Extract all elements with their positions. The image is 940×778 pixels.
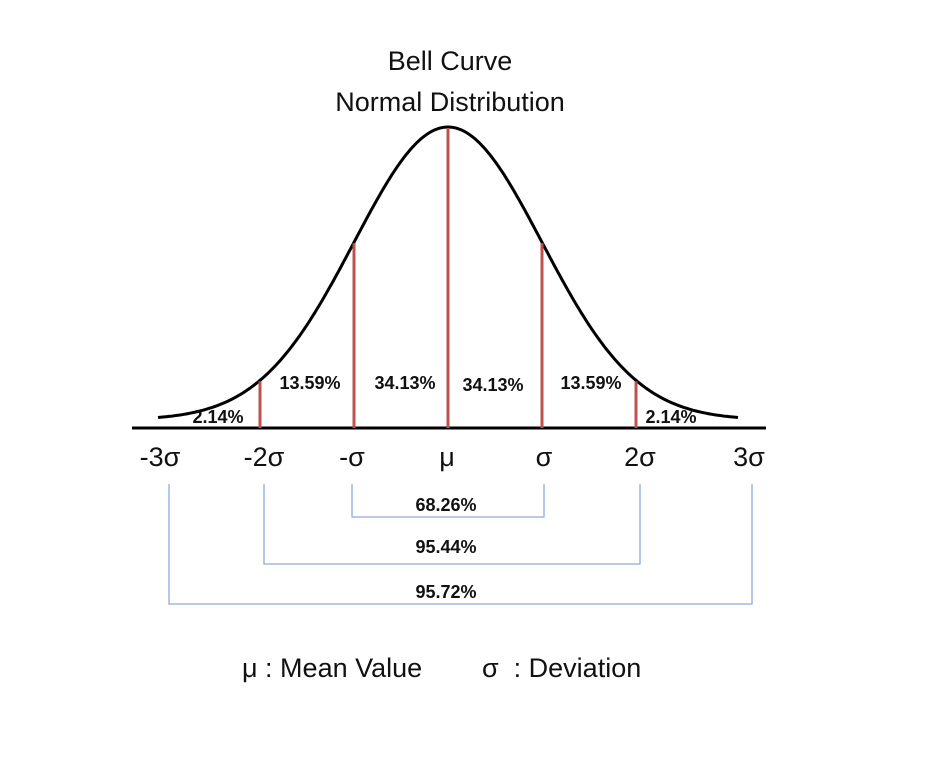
range-label-2-sigma: 95.44%	[415, 537, 476, 557]
tick-label-minus-3-sigma: -3σ	[140, 442, 181, 472]
range-bracket-2-sigma	[263, 484, 641, 565]
region-label-right-tail: 2.14%	[645, 407, 696, 427]
range-brackets-group	[168, 484, 753, 605]
range-bracket-3-sigma	[168, 484, 753, 605]
legend-mean-text: μ : Mean Value	[242, 653, 422, 683]
range-label-1-sigma: 68.26%	[415, 495, 476, 515]
legend-deviation-text: σ : Deviation	[482, 653, 641, 683]
region-label-left-inner: 34.13%	[374, 373, 435, 393]
range-bracket-1-sigma	[351, 484, 545, 518]
region-label-right-outer: 13.59%	[560, 373, 621, 393]
tick-label-plus-3-sigma: 3σ	[733, 442, 765, 472]
range-label-3-sigma: 95.72%	[415, 582, 476, 602]
tick-label-plus-1-sigma: σ	[536, 442, 553, 472]
title-line-1: Bell Curve	[388, 46, 513, 76]
tick-label-minus-1-sigma: -σ	[339, 442, 365, 472]
region-label-right-inner: 34.13%	[462, 375, 523, 395]
title-line-2: Normal Distribution	[335, 87, 565, 117]
tick-label-plus-2-sigma: 2σ	[624, 442, 656, 472]
region-label-left-outer: 13.59%	[279, 373, 340, 393]
region-label-left-tail: 2.14%	[192, 407, 243, 427]
sigma-lines-group	[258, 128, 638, 428]
bell-curve-line	[157, 125, 739, 419]
tick-label-minus-2-sigma: -2σ	[244, 442, 285, 472]
tick-label-mean: μ	[439, 442, 455, 472]
